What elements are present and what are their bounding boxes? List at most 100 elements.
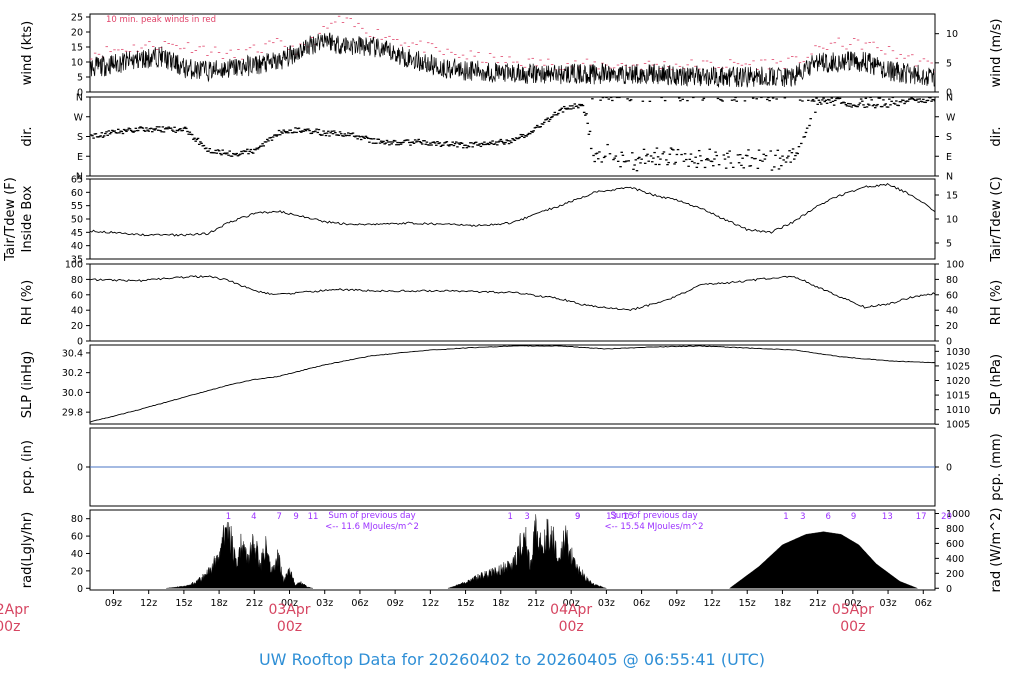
right-tick-label: 600 [946,539,964,550]
right-axis-label: RH (%) [989,280,1004,325]
panel-3: 0 20 40 60 80 100 0 20 40 60 80 100 RH (%) RH (%) [20,260,1004,348]
time-tick-label: 03z [316,598,333,609]
left-tick-label: 10 [71,58,83,69]
right-tick-label: 10 [946,29,958,40]
time-tick-label: 18z [492,598,509,609]
radiation-hour-label: 1 [226,512,231,522]
time-tick-label: 12z [422,598,439,609]
radiation-hour-label: 6 [825,512,830,522]
left-tick-label: W [74,112,84,123]
left-tick-label: 65 [71,175,83,186]
left-tick-label: 20 [71,321,83,332]
left-tick-label: 40 [71,549,83,560]
right-tick-label: 100 [946,260,964,271]
left-tick-label: 40 [71,241,83,252]
panel-frame [89,13,936,93]
date-label-hour: 00z [559,619,584,635]
time-tick-label: 00z [281,598,298,609]
time-tick-label: 09z [105,598,122,609]
left-tick-label: 60 [71,290,83,301]
right-tick-label: 800 [946,524,964,535]
radiation-hour-label: 9 [575,512,580,522]
time-axis: 09z 12z 15z 18z 21z 00z 03z 06z 09z 12z 15z 18z 21z 0… [0,590,932,635]
time-tick-label: 15z [175,598,192,609]
left-tick-label: 15 [71,43,83,54]
right-tick-label: 0 [946,584,952,595]
right-tick-label: 0 [946,337,952,348]
time-tick-label: 09z [387,598,404,609]
left-axis-label: rad(Lgly/hr) [20,512,35,588]
date-label-day: 04Apr [550,602,592,618]
date-label-day: 02Apr [0,602,29,618]
radiation-sum-label: Sum of previous day [328,511,415,521]
radiation-sum-value: <-- 15.54 MJoules/m^2 [604,522,703,532]
right-tick-label: 40 [946,306,958,317]
left-tick-label: 35 [71,255,83,266]
panel-data [90,183,935,237]
panel-5: 0 0 pcp. (in) pcp. (mm) [20,427,1004,507]
radiation-hour-label: 13 [882,512,893,522]
time-tick-label: 21z [246,598,263,609]
left-axis-label: RH (%) [20,280,35,325]
right-tick-label: 400 [946,554,964,565]
right-tick-label: 1000 [946,509,970,520]
right-tick-label: 20 [946,321,958,332]
time-tick-label: 00z [844,598,861,609]
time-tick-label: 18z [211,598,228,609]
right-tick-label: E [946,152,952,163]
right-tick-label: 60 [946,290,958,301]
panel-4: 29.8 30.0 30.2 30.4 1005 1010 1015 1020 1025 1030… [20,344,1004,431]
right-axis-label: pcp. (mm) [989,433,1004,500]
radiation-hour-label: 15 [623,512,634,522]
left-axis-label-2: Inside Box [20,185,35,252]
left-tick-label: 30.0 [62,388,83,399]
time-tick-label: 15z [739,598,756,609]
right-axis-label: Tair/Tdew (C) [989,176,1004,262]
date-label-hour: 00z [277,619,302,635]
left-tick-label: N [76,172,83,183]
right-axis-label: SLP (hPa) [989,354,1004,415]
panel-frame [89,96,936,177]
radiation-hour-label: 1 [507,512,512,522]
left-tick-label: 100 [65,260,83,271]
panel-frame [89,509,936,591]
left-tick-label: 60 [71,532,83,543]
radiation-hour-label: 11 [308,512,319,522]
left-tick-label: 45 [71,228,83,239]
time-tick-label: 15z [457,598,474,609]
radiation-hour-label: 7 [276,512,281,522]
left-tick-label: 30.4 [62,348,83,359]
right-axis-label: wind (m/s) [989,19,1004,88]
left-axis-label: SLP (inHg) [20,351,35,419]
left-tick-label: 80 [71,514,83,525]
radiation-area-0 [165,521,314,589]
right-tick-label: 1020 [946,376,970,387]
time-tick-label: 06z [633,598,650,609]
left-tick-label: 0 [77,88,83,99]
radiation-hour-label: 20 [941,512,952,522]
time-tick-label: 03z [880,598,897,609]
panel-data [90,15,935,88]
right-tick-label: 0 [946,463,952,474]
left-tick-label: 0 [77,463,83,474]
peak-wind-note: 10 min. peak winds in red [106,15,216,25]
radiation-sum-label: Sum of previous day [610,511,697,521]
time-tick-label: 03z [598,598,615,609]
time-tick-label: 06z [915,598,932,609]
chart-title: UW Rooftop Data for 20260402 to 20260405… [259,650,765,669]
panel-data [90,345,935,423]
panel-data [90,275,935,312]
time-tick-label: 09z [668,598,685,609]
left-tick-label: 55 [71,201,83,212]
date-label-hour: 00z [0,619,20,635]
left-tick-label: 0 [77,337,83,348]
date-label-day: 03Apr [268,602,310,618]
right-tick-label: W [946,112,956,123]
left-tick-label: 20 [71,28,83,39]
right-tick-label: 0 [946,88,952,99]
radiation-hour-label: 9 [851,512,856,522]
time-tick-label: 12z [140,598,157,609]
